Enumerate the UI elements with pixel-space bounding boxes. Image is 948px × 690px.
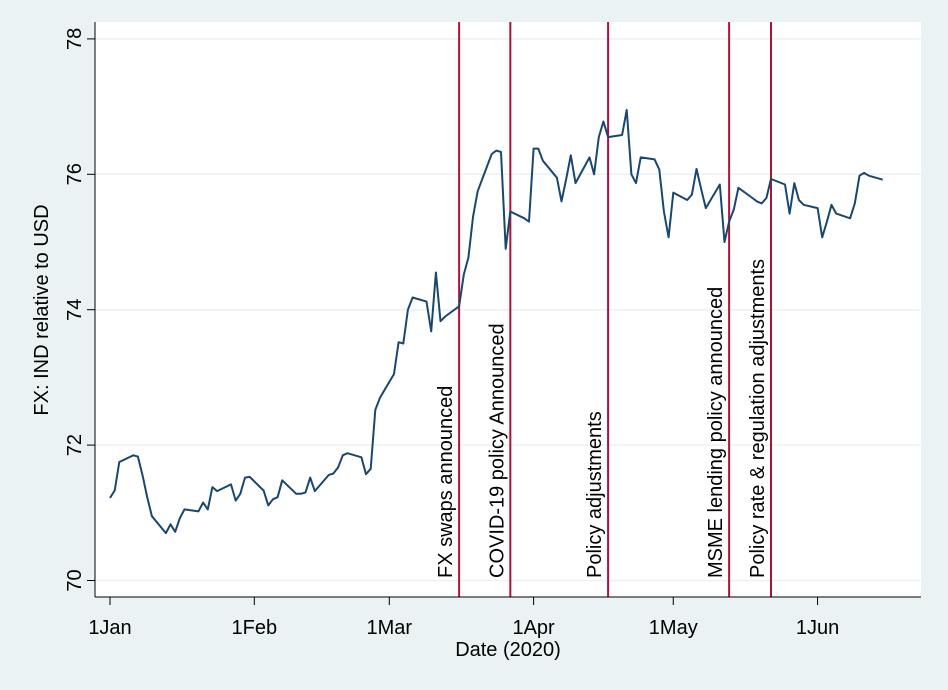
- y-tick-label: 72: [64, 434, 86, 456]
- event-label: FX swaps announced: [435, 386, 457, 578]
- event-label: Policy adjustments: [584, 411, 606, 578]
- event-label: MSME lending policy announced: [705, 287, 727, 578]
- y-tick-label: 70: [64, 569, 86, 591]
- series-line: [109, 109, 883, 535]
- x-tick-label: 1Mar: [367, 617, 413, 639]
- event-lines: FX swaps announced COVID-19 policy Announ…: [435, 22, 773, 597]
- x-tick-label: 1May: [649, 617, 698, 639]
- y-tick-label: 76: [64, 163, 86, 185]
- x-tick-label: 1Jan: [88, 617, 131, 639]
- grid-lines: [95, 38, 921, 582]
- x-tick-label: 1Apr: [512, 617, 555, 639]
- x-tick-label: 1Feb: [232, 617, 278, 639]
- y-tick-label: 74: [64, 299, 86, 321]
- y-tick-label: 78: [64, 28, 86, 50]
- event-label: COVID-19 policy Announced: [486, 323, 508, 578]
- y-axis-title: FX: IND relative to USD: [31, 204, 53, 415]
- event-label: Policy rate & regulation adjustments: [747, 259, 769, 578]
- axes: 70 72 74 76 78 1Jan 1Feb 1Mar 1Apr 1May 1Jun: [64, 22, 921, 639]
- x-axis-title: Date (2020): [455, 639, 561, 661]
- x-tick-label: 1Jun: [796, 617, 839, 639]
